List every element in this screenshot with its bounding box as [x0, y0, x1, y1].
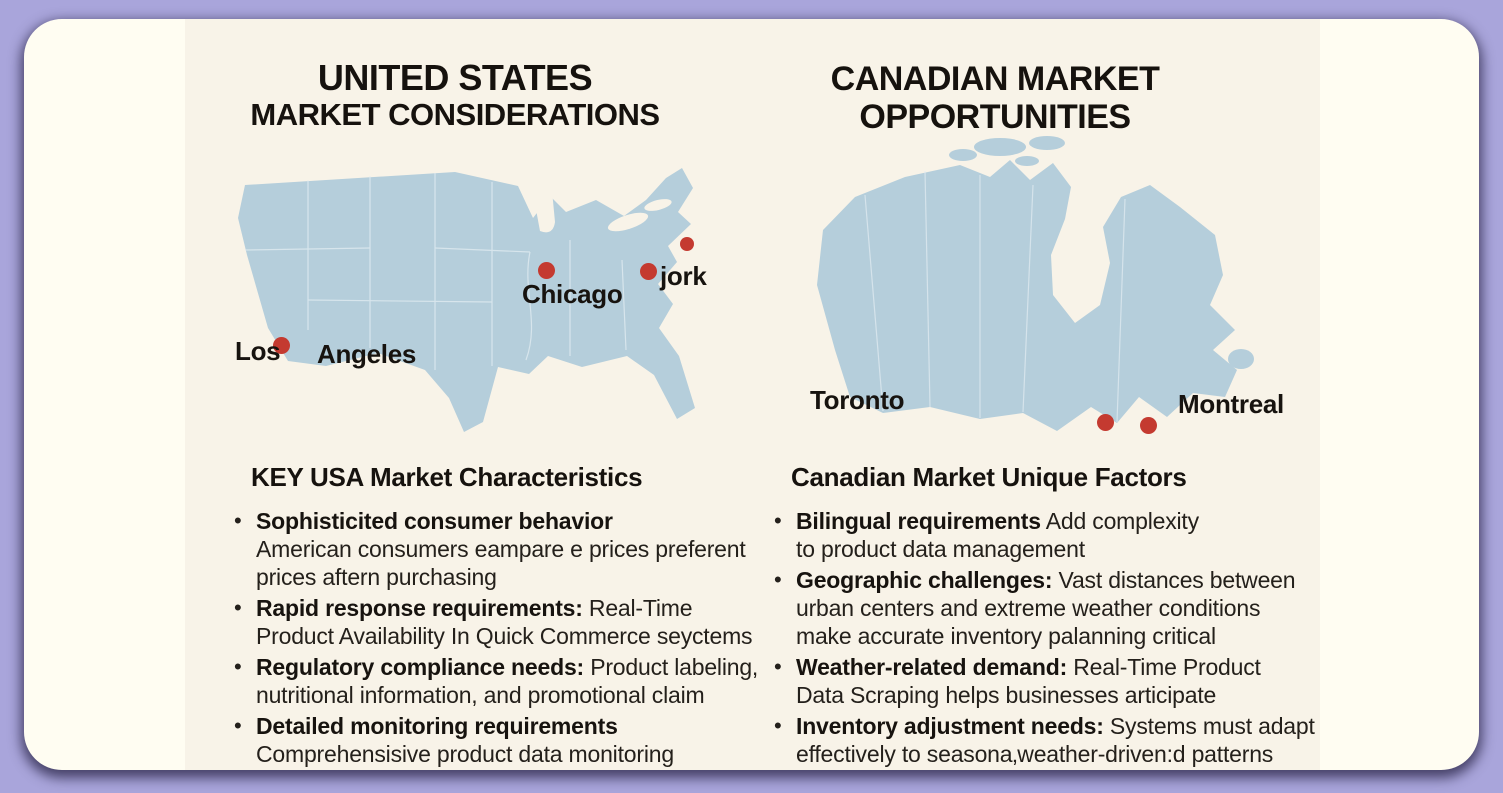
bullet-icon: • — [774, 567, 782, 592]
bullet-icon: • — [774, 508, 782, 533]
canada-map-shape — [817, 136, 1254, 431]
canada-title-line2: OPPORTUNITIES — [859, 98, 1131, 137]
canada-title: CANADIAN MARKET OPPORTUNITIES — [785, 60, 1205, 136]
montreal-dot — [1140, 417, 1157, 434]
new-york-dot — [640, 263, 657, 280]
canada-title-line1: CANADIAN MARKET — [830, 60, 1160, 98]
bullet-icon: • — [234, 654, 242, 679]
angeles-label: Angeles — [317, 339, 417, 369]
chicago-dot — [538, 262, 555, 279]
bullet-icon: • — [234, 713, 242, 738]
bullet-icon: • — [234, 595, 242, 620]
us-map-shape — [238, 168, 695, 432]
chicago-label: Chicago — [522, 279, 623, 309]
us-title-line1: UNITED STATES — [317, 57, 593, 98]
list-item: • Detailed monitoring requirements Compre… — [234, 713, 674, 767]
infographic-panel: UNITED STATES MARKET CONSIDERATIONS — [185, 19, 1320, 770]
bullet-icon: • — [774, 713, 782, 738]
us-bullet-list: • Sophisticited consumer behavior America… — [234, 507, 794, 771]
canada-bullet-list: • Bilingual requirements Add complexity t… — [774, 507, 1334, 771]
list-item: • Inventory adjustment needs: Systems mu… — [774, 713, 1315, 767]
canada-section-heading: Canadian Market Unique Factors — [791, 462, 1187, 492]
us-section-heading: KEY USA Market Characteristics — [251, 462, 643, 492]
list-item: • Regulatory compliance needs: Product l… — [234, 654, 759, 708]
list-item: • Bilingual requirements Add complexity t… — [774, 508, 1199, 562]
list-item: • Geographic challenges: Vast distances … — [774, 567, 1296, 649]
toronto-label: Toronto — [810, 385, 905, 415]
new-york-label: jork — [660, 261, 707, 291]
list-item: • Weather-related demand: Real-Time Prod… — [774, 654, 1261, 708]
list-item: • Sophisticited consumer behavior America… — [234, 508, 746, 590]
canada-map: Toronto Montreal — [795, 135, 1284, 455]
bullet-icon: • — [234, 508, 242, 533]
us-title-line2: MARKET CONSIDERATIONS — [250, 97, 660, 133]
list-item: • Rapid response requirements: Real-Time… — [234, 595, 753, 649]
los-label: Los — [235, 336, 281, 366]
infographic-card: UNITED STATES MARKET CONSIDERATIONS — [24, 19, 1479, 770]
bullet-icon: • — [774, 654, 782, 679]
northeast-dot — [680, 237, 694, 251]
montreal-label: Montreal — [1178, 389, 1284, 419]
toronto-dot — [1097, 414, 1114, 431]
us-map: Los Angeles Chicago jork — [230, 160, 750, 460]
us-title: UNITED STATES MARKET CONSIDERATIONS — [220, 57, 690, 133]
los-angeles-dot — [273, 337, 290, 354]
